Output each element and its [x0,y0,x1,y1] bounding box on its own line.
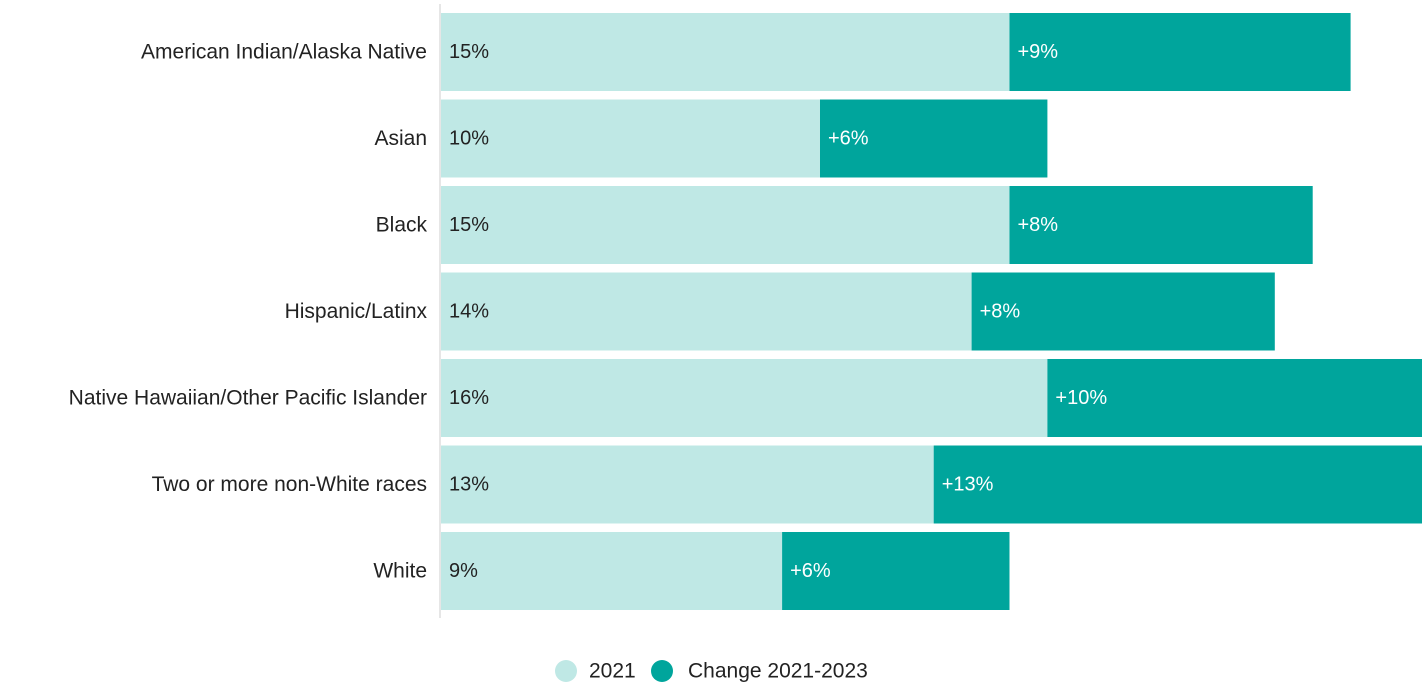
category-labels: American Indian/Alaska Native Asian Black H… [69,41,428,583]
bar-change-2021-2023-asian [820,99,1048,178]
data-label-2021-american-indian-alaska-native: 15% [449,41,489,63]
data-label-change-2021-2023-asian: +6% [828,128,869,150]
bar-2021-hispanic-latinx [441,272,972,351]
bar-2021-white [441,532,783,610]
category-label-native-hawaiian-other-pacific-islander: Native Hawaiian/Other Pacific Islander [69,387,427,410]
bar-change-2021-2023-american-indian-alaska-native [1009,13,1351,91]
category-label-asian: Asian [374,127,427,150]
legend: 2021 Change 2021-2023 [555,660,868,683]
legend-swatch-2021 [555,660,577,682]
bar-2021-two-or-more-non-white-races [441,445,934,524]
bars-layer: 15% +9% 10% +6% 15% +8% 14% +8% 16% +10% 13% +13% 9%… [441,13,1422,610]
category-label-american-indian-alaska-native: American Indian/Alaska Native [141,41,427,64]
data-label-change-2021-2023-two-or-more-non-white-races: +13% [942,474,994,496]
data-label-change-2021-2023-american-indian-alaska-native: +9% [1018,41,1059,63]
data-label-2021-asian: 10% [449,128,489,150]
category-label-white: White [373,560,427,583]
data-label-change-2021-2023-hispanic-latinx: +8% [980,301,1021,323]
data-label-2021-two-or-more-non-white-races: 13% [449,474,489,496]
bar-change-2021-2023-white [782,532,1010,610]
data-label-change-2021-2023-white: +6% [790,560,831,582]
bar-2021-native-hawaiian-other-pacific-islander [441,359,1048,437]
data-label-change-2021-2023-native-hawaiian-other-pacific-islander: +10% [1055,387,1107,409]
data-label-2021-black: 15% [449,214,489,236]
data-label-2021-native-hawaiian-other-pacific-islander: 16% [449,387,489,409]
bar-2021-black [441,186,1010,264]
legend-swatch-change-2021-2023 [651,660,673,682]
legend-label-2021: 2021 [589,660,636,683]
bar-change-2021-2023-two-or-more-non-white-races [933,445,1422,524]
category-label-hispanic-latinx: Hispanic/Latinx [285,300,428,323]
bar-change-2021-2023-hispanic-latinx [971,272,1275,351]
category-label-two-or-more-non-white-races: Two or more non-White races [152,473,427,496]
bar-2021-american-indian-alaska-native [441,13,1010,91]
category-label-black: Black [376,214,428,237]
bar-2021-asian [441,99,820,178]
legend-label-change-2021-2023: Change 2021-2023 [688,660,868,683]
data-label-2021-hispanic-latinx: 14% [449,301,489,323]
bar-change-2021-2023-native-hawaiian-other-pacific-islander [1047,359,1422,437]
data-label-change-2021-2023-black: +8% [1018,214,1059,236]
data-label-2021-white: 9% [449,560,478,582]
bar-change-2021-2023-black [1009,186,1313,264]
